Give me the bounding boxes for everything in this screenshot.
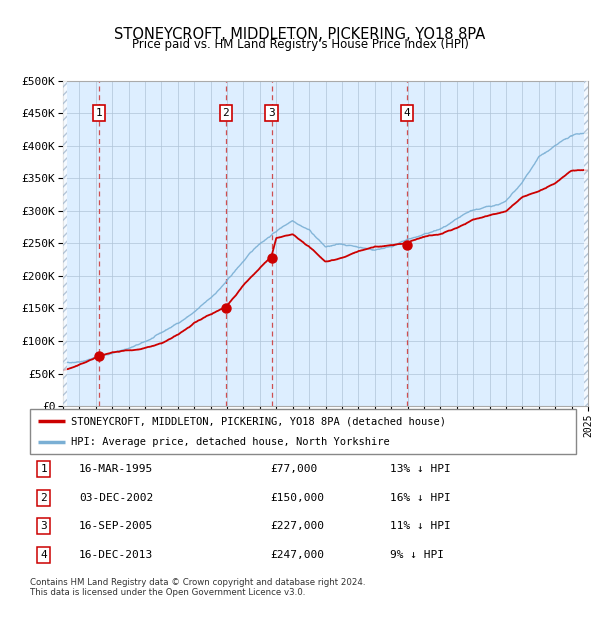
Text: £77,000: £77,000 (270, 464, 317, 474)
Text: 2: 2 (223, 108, 229, 118)
FancyBboxPatch shape (30, 409, 576, 454)
Text: 3: 3 (268, 108, 275, 118)
Text: STONEYCROFT, MIDDLETON, PICKERING, YO18 8PA (detached house): STONEYCROFT, MIDDLETON, PICKERING, YO18 … (71, 416, 446, 427)
Text: 9% ↓ HPI: 9% ↓ HPI (391, 550, 445, 560)
Text: 16-MAR-1995: 16-MAR-1995 (79, 464, 154, 474)
Text: Price paid vs. HM Land Registry's House Price Index (HPI): Price paid vs. HM Land Registry's House … (131, 38, 469, 51)
Bar (63, 81, 67, 406)
Text: 03-DEC-2002: 03-DEC-2002 (79, 493, 154, 503)
Text: 4: 4 (404, 108, 410, 118)
Text: Contains HM Land Registry data © Crown copyright and database right 2024.
This d: Contains HM Land Registry data © Crown c… (30, 578, 365, 597)
Text: 11% ↓ HPI: 11% ↓ HPI (391, 521, 451, 531)
Text: 16% ↓ HPI: 16% ↓ HPI (391, 493, 451, 503)
Text: £150,000: £150,000 (270, 493, 324, 503)
Text: 1: 1 (40, 464, 47, 474)
Text: 13% ↓ HPI: 13% ↓ HPI (391, 464, 451, 474)
Text: 1: 1 (96, 108, 103, 118)
Text: 16-SEP-2005: 16-SEP-2005 (79, 521, 154, 531)
Text: £227,000: £227,000 (270, 521, 324, 531)
Bar (584, 81, 588, 406)
Text: 2: 2 (40, 493, 47, 503)
Text: 4: 4 (40, 550, 47, 560)
Text: HPI: Average price, detached house, North Yorkshire: HPI: Average price, detached house, Nort… (71, 436, 390, 447)
Text: £247,000: £247,000 (270, 550, 324, 560)
Text: 16-DEC-2013: 16-DEC-2013 (79, 550, 154, 560)
Text: 3: 3 (40, 521, 47, 531)
Text: STONEYCROFT, MIDDLETON, PICKERING, YO18 8PA: STONEYCROFT, MIDDLETON, PICKERING, YO18 … (115, 27, 485, 42)
